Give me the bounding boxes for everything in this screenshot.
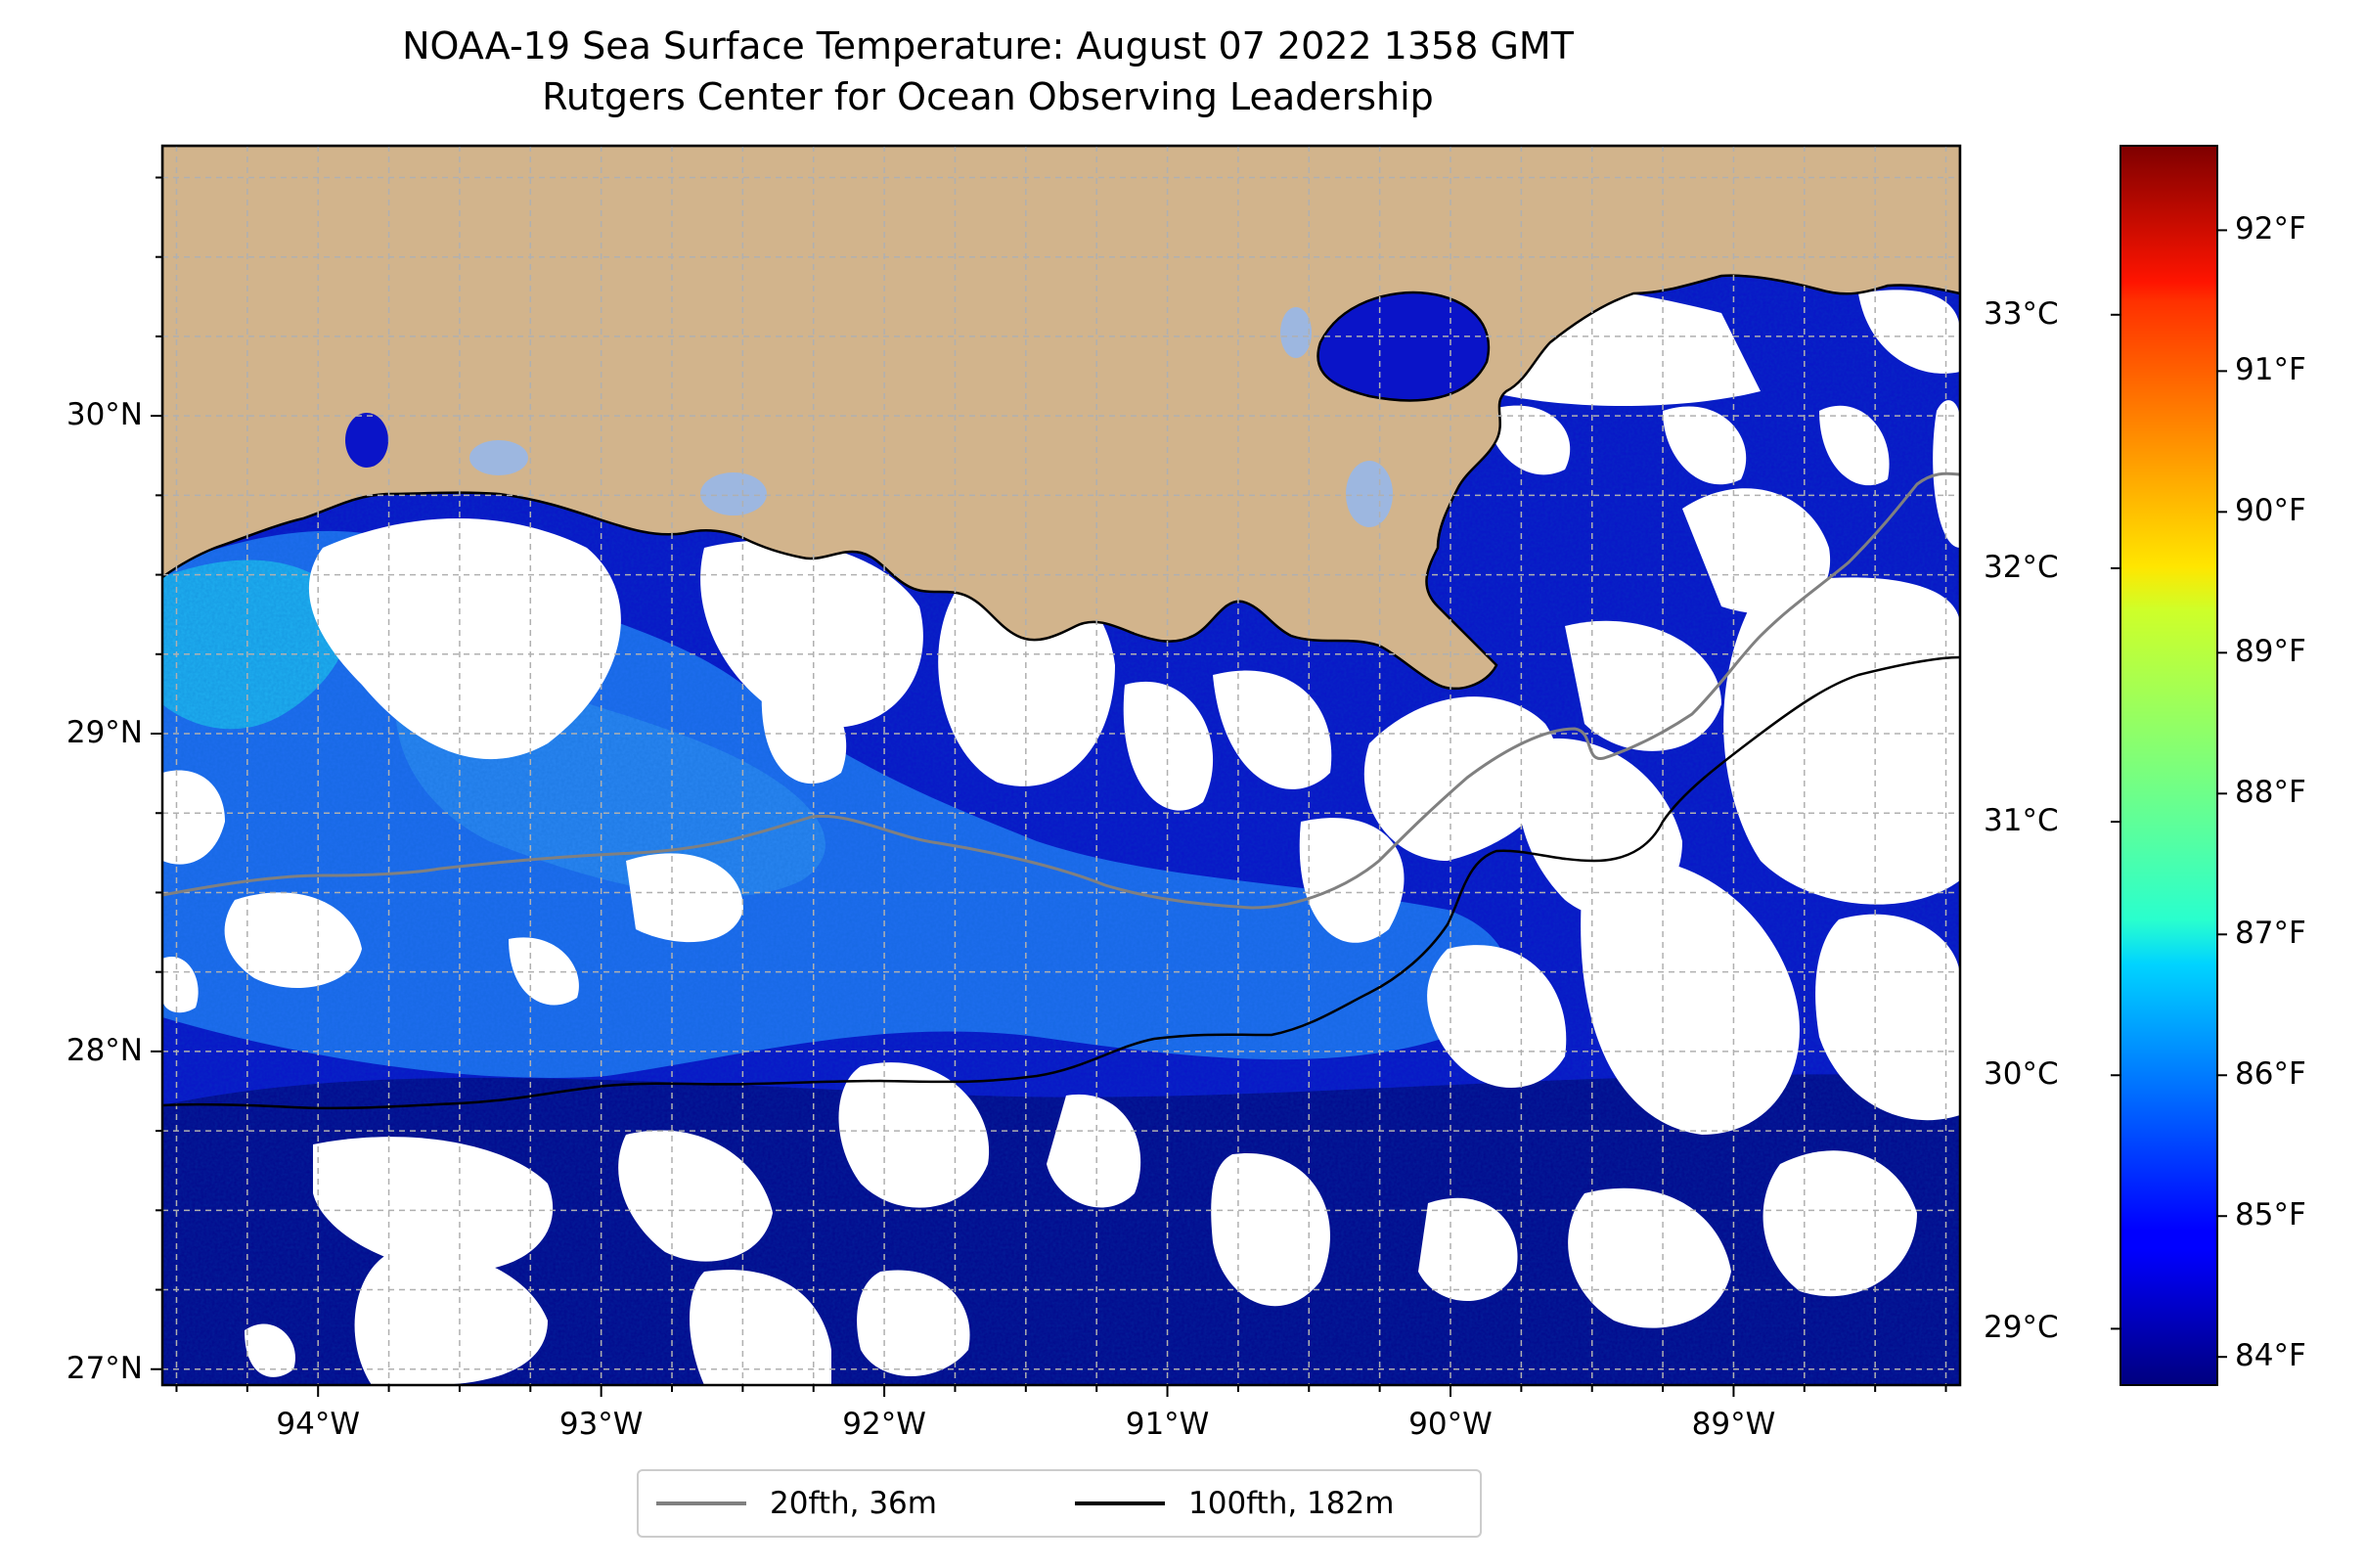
legend-swatch-100fth — [1075, 1501, 1165, 1505]
colorbar-label-f: 90°F — [2235, 493, 2306, 529]
colorbar-label-f: 89°F — [2235, 634, 2306, 670]
legend-swatch-20fth — [656, 1501, 746, 1505]
colorbar-label-c: 32°C — [1984, 549, 2059, 585]
map-ticks — [151, 176, 1947, 1397]
lake-calcasieu — [469, 440, 528, 475]
colorbar-label-f: 92°F — [2235, 211, 2306, 247]
lat-tick-label: 30°N — [66, 397, 143, 433]
lon-tick-label: 91°W — [1125, 1407, 1210, 1442]
lon-tick-label: 89°W — [1691, 1407, 1776, 1442]
isobath-100fth — [161, 655, 1961, 1110]
isobath-20fth — [161, 471, 1961, 910]
lon-tick-label: 90°W — [1408, 1407, 1493, 1442]
legend-item-100fth: 100fth, 182m — [1075, 1471, 1394, 1536]
colorbar-label-c: 31°C — [1984, 803, 2059, 839]
colorbar-label-f: 87°F — [2235, 916, 2306, 952]
colorbar — [2120, 145, 2218, 1386]
colorbar-label-c: 33°C — [1984, 295, 2059, 332]
map-subtitle: Rutgers Center for Ocean Observing Leade… — [542, 75, 1434, 118]
lon-tick-label: 92°W — [842, 1407, 926, 1442]
lake-salvador — [1346, 461, 1393, 527]
lon-tick-label: 93°W — [558, 1407, 644, 1442]
map-panel — [162, 146, 1960, 1385]
colorbar-label-c: 29°C — [1984, 1310, 2059, 1346]
legend: 20fth, 36m 100fth, 182m — [637, 1469, 1482, 1538]
lake-grand — [700, 472, 767, 515]
lon-tick-label: 94°W — [276, 1407, 360, 1442]
legend-label-20fth: 20fth, 36m — [770, 1486, 937, 1521]
colorbar-label-f: 88°F — [2235, 775, 2306, 811]
map-title: NOAA-19 Sea Surface Temperature: August … — [402, 24, 1574, 67]
colorbar-ticks — [2111, 229, 2227, 1359]
colorbar-label-f: 91°F — [2235, 352, 2306, 388]
colorbar-label-f: 85°F — [2235, 1197, 2306, 1233]
lat-tick-label: 29°N — [66, 715, 143, 750]
graticule — [162, 146, 1960, 1385]
legend-item-20fth: 20fth, 36m — [656, 1471, 937, 1536]
colorbar-label-c: 30°C — [1984, 1056, 2059, 1093]
colorbar-label-f: 84°F — [2235, 1338, 2306, 1374]
land-louisiana-texas — [162, 146, 1960, 691]
sabine-lake — [345, 413, 388, 468]
colorbar-label-f: 86°F — [2235, 1056, 2306, 1093]
lake-pontchartrain — [1316, 291, 1491, 402]
lat-tick-label: 27°N — [66, 1350, 143, 1386]
legend-label-100fth: 100fth, 182m — [1188, 1486, 1395, 1521]
lat-tick-label: 28°N — [66, 1032, 143, 1068]
map-frame — [160, 144, 1962, 1387]
lake-maurepas — [1280, 307, 1312, 358]
